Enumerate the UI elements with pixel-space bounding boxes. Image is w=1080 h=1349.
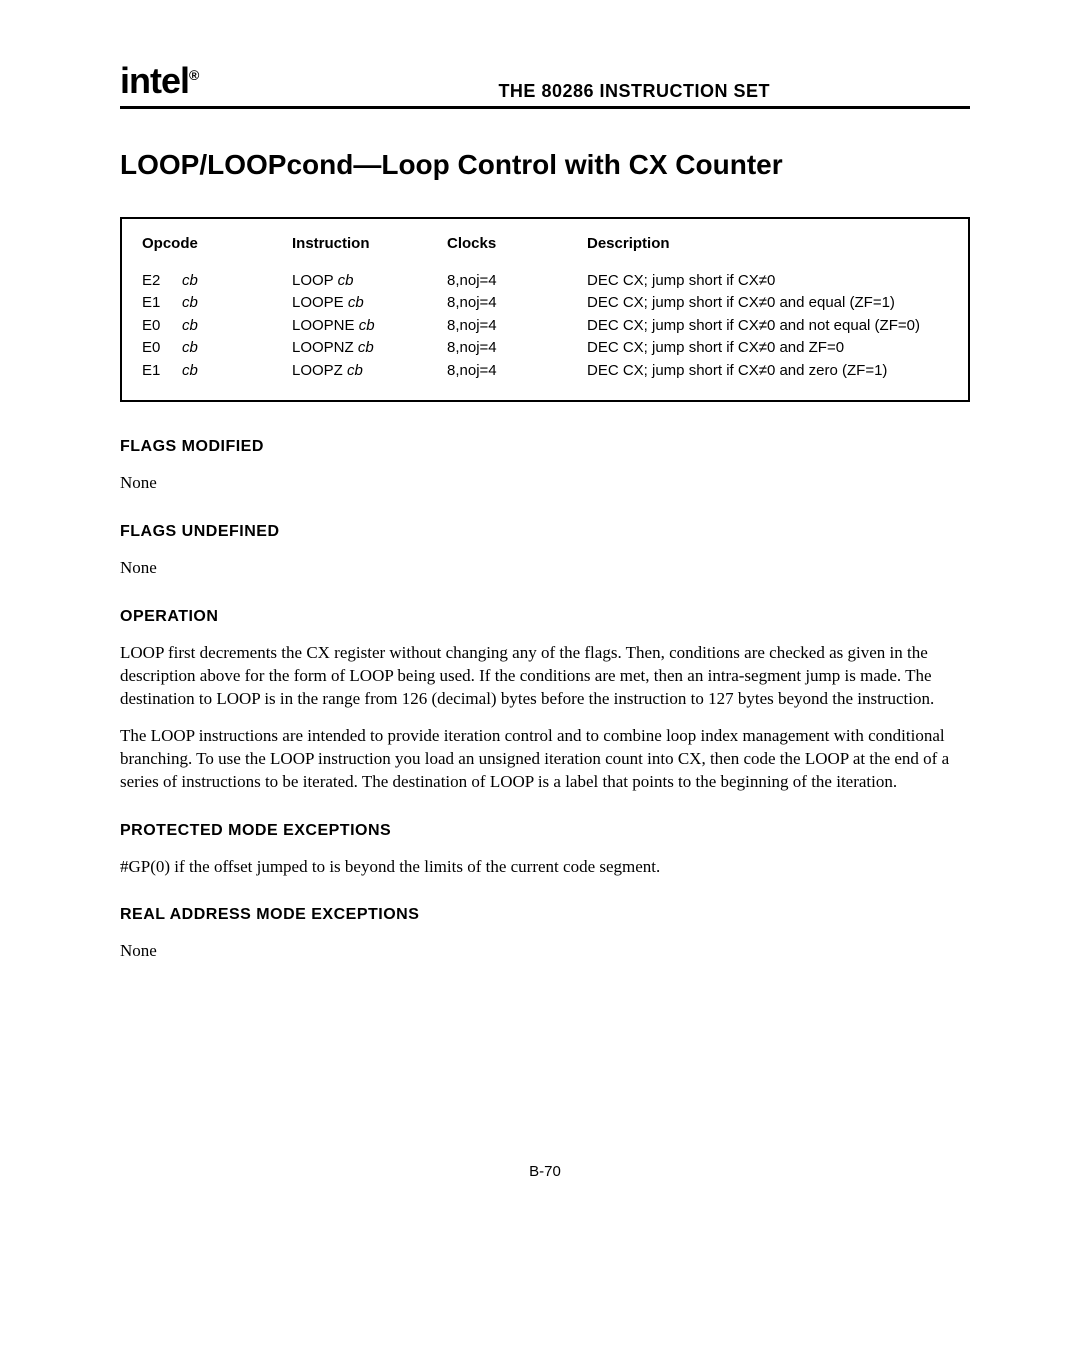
cell-opcode: E0cb [142, 337, 292, 360]
cell-description: DEC CX; jump short if CX≠0 and equal (ZF… [587, 292, 948, 315]
col-header-opcode: Opcode [142, 233, 292, 256]
cell-clocks: 8,noj=4 [447, 270, 587, 293]
body-protected-mode: #GP(0) if the offset jumped to is beyond… [120, 856, 970, 879]
heading-flags-modified: FLAGS MODIFIED [120, 438, 970, 456]
cell-instruction: LOOP cb [292, 270, 447, 293]
page-title: LOOP/LOOPcond—Loop Control with CX Count… [120, 149, 970, 181]
heading-operation: OPERATION [120, 608, 970, 626]
cell-clocks: 8,noj=4 [447, 337, 587, 360]
table-row: E1cb LOOPE cb 8,noj=4 DEC CX; jump short… [142, 292, 948, 315]
table-row: E1cb LOOPZ cb 8,noj=4 DEC CX; jump short… [142, 360, 948, 383]
cell-clocks: 8,noj=4 [447, 360, 587, 383]
col-header-instruction: Instruction [292, 233, 447, 256]
body-operation-p1: LOOP first decrements the CX register wi… [120, 642, 970, 711]
cell-description: DEC CX; jump short if CX≠0 and ZF=0 [587, 337, 948, 360]
cell-opcode: E0cb [142, 315, 292, 338]
table-row: E0cb LOOPNE cb 8,noj=4 DEC CX; jump shor… [142, 315, 948, 338]
cell-opcode: E1cb [142, 360, 292, 383]
cell-description: DEC CX; jump short if CX≠0 [587, 270, 948, 293]
cell-opcode: E2cb [142, 270, 292, 293]
cell-clocks: 8,noj=4 [447, 315, 587, 338]
intel-logo: intel® [120, 60, 198, 102]
table-row: E0cb LOOPNZ cb 8,noj=4 DEC CX; jump shor… [142, 337, 948, 360]
doc-section-title: THE 80286 INSTRUCTION SET [498, 81, 770, 102]
col-header-description: Description [587, 233, 948, 256]
opcode-table: Opcode Instruction Clocks Description E2… [120, 217, 970, 402]
cell-instruction: LOOPNZ cb [292, 337, 447, 360]
cell-instruction: LOOPZ cb [292, 360, 447, 383]
body-operation-p2: The LOOP instructions are intended to pr… [120, 725, 970, 794]
table-header-row: Opcode Instruction Clocks Description [142, 233, 948, 256]
cell-description: DEC CX; jump short if CX≠0 and zero (ZF=… [587, 360, 948, 383]
body-flags-modified: None [120, 472, 970, 495]
heading-flags-undefined: FLAGS UNDEFINED [120, 523, 970, 541]
heading-protected-mode: PROTECTED MODE EXCEPTIONS [120, 822, 970, 840]
body-real-mode: None [120, 940, 970, 963]
cell-clocks: 8,noj=4 [447, 292, 587, 315]
cell-description: DEC CX; jump short if CX≠0 and not equal… [587, 315, 948, 338]
col-header-clocks: Clocks [447, 233, 587, 256]
body-flags-undefined: None [120, 557, 970, 580]
cell-instruction: LOOPE cb [292, 292, 447, 315]
cell-instruction: LOOPNE cb [292, 315, 447, 338]
table-row: E2cb LOOP cb 8,noj=4 DEC CX; jump short … [142, 270, 948, 293]
cell-opcode: E1cb [142, 292, 292, 315]
page-header: intel® THE 80286 INSTRUCTION SET [120, 60, 970, 109]
page-number: B-70 [120, 1163, 970, 1180]
heading-real-mode: REAL ADDRESS MODE EXCEPTIONS [120, 906, 970, 924]
